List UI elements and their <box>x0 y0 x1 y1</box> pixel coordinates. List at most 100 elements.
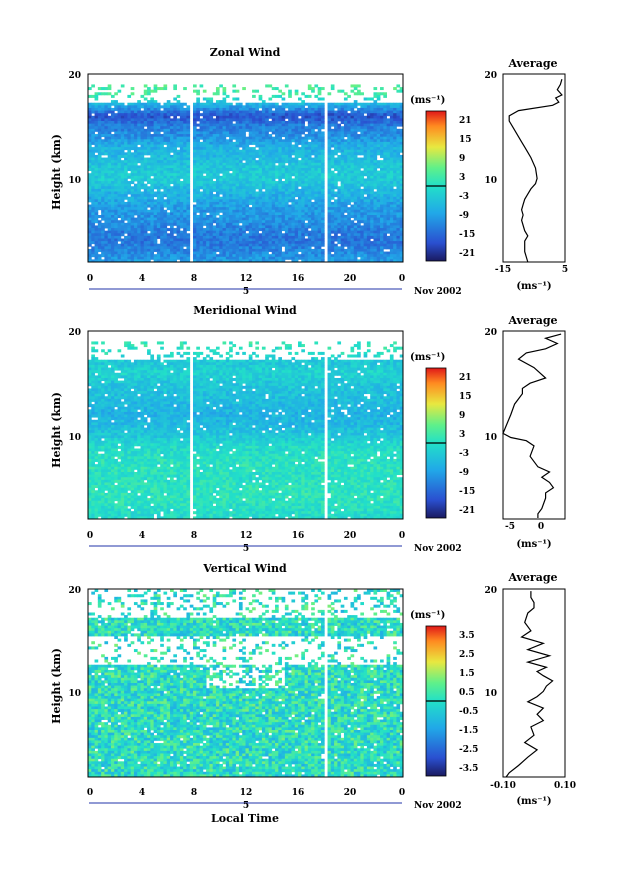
heatmap-cell <box>212 209 217 213</box>
heatmap-cell <box>386 220 391 224</box>
heatmap-cell <box>163 149 168 153</box>
heatmap-cell <box>212 188 217 192</box>
heatmap-cell <box>225 149 230 153</box>
heatmap-cell <box>265 235 269 239</box>
heatmap-cell <box>307 235 312 239</box>
heatmap-cell <box>291 181 296 185</box>
heatmap-cell <box>114 165 118 169</box>
heatmap-cell <box>212 136 217 140</box>
heatmap-cell <box>350 162 355 166</box>
heatmap-cell <box>396 225 401 229</box>
heatmap-cell <box>140 160 145 164</box>
heatmap-cell <box>91 136 95 140</box>
heatmap-cell <box>110 233 115 237</box>
heatmap-cell <box>117 222 122 226</box>
heatmap-cell <box>176 228 181 232</box>
heatmap-cell <box>88 178 92 182</box>
heatmap-cell <box>268 238 273 242</box>
heatmap-cell <box>330 222 335 226</box>
heatmap-cell <box>399 183 404 187</box>
heatmap-cell <box>347 118 351 122</box>
heatmap-cell <box>242 220 246 224</box>
heatmap-cell <box>317 149 322 153</box>
heatmap-cell <box>219 100 223 104</box>
heatmap-cell <box>97 157 102 161</box>
heatmap-cell <box>150 204 155 208</box>
heatmap-cell <box>376 188 381 192</box>
heatmap-cell <box>156 118 161 122</box>
heatmap-cell <box>183 128 187 132</box>
heatmap-cell <box>261 209 266 213</box>
heatmap-cell <box>107 170 112 174</box>
heatmap-cell <box>199 222 204 226</box>
heatmap-cell <box>199 230 204 234</box>
heatmap-cell <box>304 204 309 208</box>
heatmap-cell <box>334 175 338 179</box>
heatmap-cell <box>281 186 286 190</box>
heatmap-cell <box>97 102 102 106</box>
heatmap-cell <box>114 121 118 125</box>
heatmap-cell <box>88 183 92 187</box>
heatmap-cell <box>373 134 378 138</box>
heatmap-cell <box>301 144 305 148</box>
heatmap-cell <box>360 178 365 182</box>
heatmap-cell <box>245 136 250 140</box>
heatmap-cell <box>383 149 387 153</box>
heatmap-cell <box>399 147 404 151</box>
heatmap-cell <box>114 204 118 208</box>
heatmap-cell <box>353 222 358 226</box>
heatmap-cell <box>127 209 132 213</box>
heatmap-cell <box>366 173 371 177</box>
heatmap-cell <box>222 199 227 203</box>
heatmap-cell <box>137 188 141 192</box>
heatmap-cell <box>88 207 92 211</box>
heatmap-cell <box>170 196 174 200</box>
heatmap-cell <box>366 144 371 148</box>
heatmap-cell <box>350 113 355 117</box>
heatmap-cell <box>320 204 325 208</box>
heatmap-cell <box>380 204 384 208</box>
heatmap-cell <box>383 215 387 219</box>
heatmap-cell <box>360 147 365 151</box>
heatmap-cell <box>137 115 141 119</box>
heatmap-cell <box>114 212 118 216</box>
heatmap-cell <box>330 110 335 114</box>
heatmap-cell <box>340 128 345 132</box>
heatmap-cell <box>307 134 312 138</box>
heatmap-cell <box>110 175 115 179</box>
heatmap-cell <box>160 121 164 125</box>
heatmap-cell <box>232 84 237 88</box>
heatmap-cell <box>268 110 273 114</box>
heatmap-cell <box>120 102 125 106</box>
heatmap-cell <box>258 154 263 158</box>
heatmap-cell <box>117 178 122 182</box>
heatmap-cell <box>376 199 381 203</box>
heatmap-cell <box>110 110 115 114</box>
heatmap-cell <box>340 102 345 106</box>
heatmap-cell <box>193 170 197 174</box>
heatmap-cell <box>91 191 95 195</box>
heatmap-cell <box>193 118 197 122</box>
heatmap-cell <box>360 233 365 237</box>
heatmap-cell <box>389 128 394 132</box>
heatmap-cell <box>380 175 384 179</box>
heatmap-cell <box>156 110 161 114</box>
heatmap-cell <box>268 222 273 226</box>
heatmap-cell <box>193 152 197 156</box>
heatmap-cell <box>399 102 404 106</box>
heatmap-cell <box>202 162 207 166</box>
heatmap-cell <box>399 157 404 161</box>
heatmap-cell <box>150 102 155 106</box>
heatmap-cell <box>176 152 181 156</box>
heatmap-cell <box>124 126 128 130</box>
heatmap-cell <box>196 173 200 177</box>
heatmap-cell <box>291 165 296 169</box>
heatmap-cell <box>271 157 276 161</box>
heatmap-cell <box>366 105 371 109</box>
heatmap-cell <box>143 134 148 138</box>
heatmap-cell <box>337 160 342 164</box>
heatmap-cell <box>127 147 132 151</box>
heatmap-cell <box>360 170 365 174</box>
heatmap-cell <box>176 94 181 98</box>
heatmap-cell <box>271 228 276 232</box>
